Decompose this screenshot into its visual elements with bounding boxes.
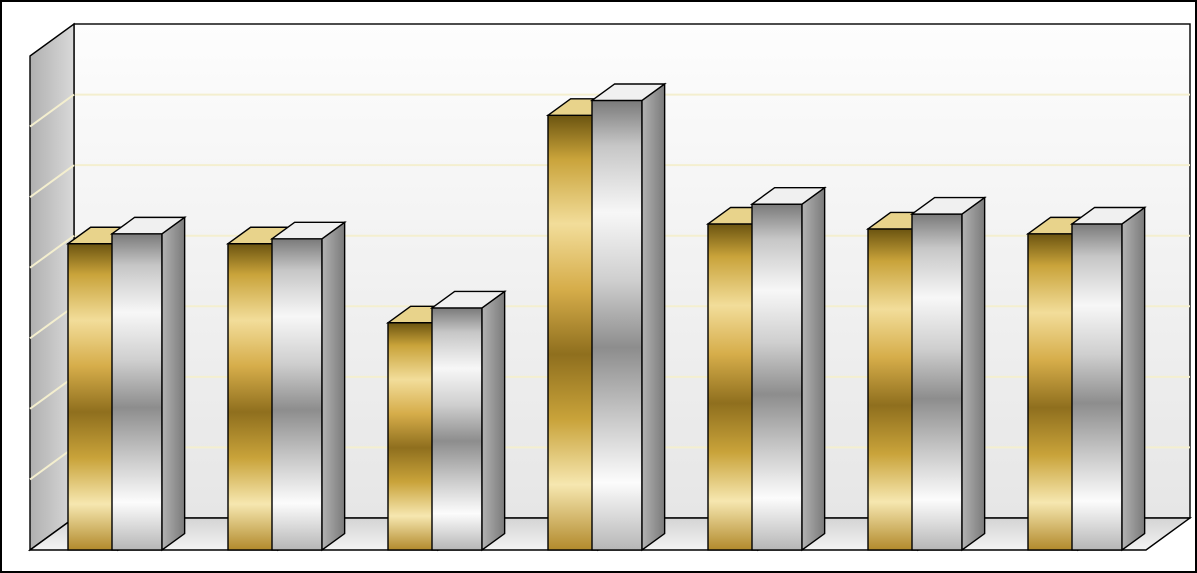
bar-front <box>272 239 322 550</box>
bar-front <box>592 100 642 550</box>
bar-front <box>912 214 962 550</box>
bar-front <box>1028 234 1078 550</box>
bar-side <box>962 198 985 550</box>
bar-side <box>1122 207 1145 550</box>
bar-side <box>802 188 825 550</box>
bar-front <box>1072 224 1122 550</box>
bar-front <box>228 244 278 550</box>
bar-front <box>388 323 438 550</box>
bar-side <box>482 291 505 550</box>
bar-front <box>868 229 918 550</box>
bar-front <box>708 224 758 550</box>
bar-front <box>548 115 598 550</box>
bar-front <box>68 244 118 550</box>
bar-side <box>642 84 665 550</box>
bar-side <box>322 222 345 550</box>
bar-chart <box>0 0 1197 573</box>
bar-front <box>432 308 482 550</box>
bar-front <box>112 234 162 550</box>
bar-side <box>162 217 185 550</box>
bar-front <box>752 204 802 550</box>
